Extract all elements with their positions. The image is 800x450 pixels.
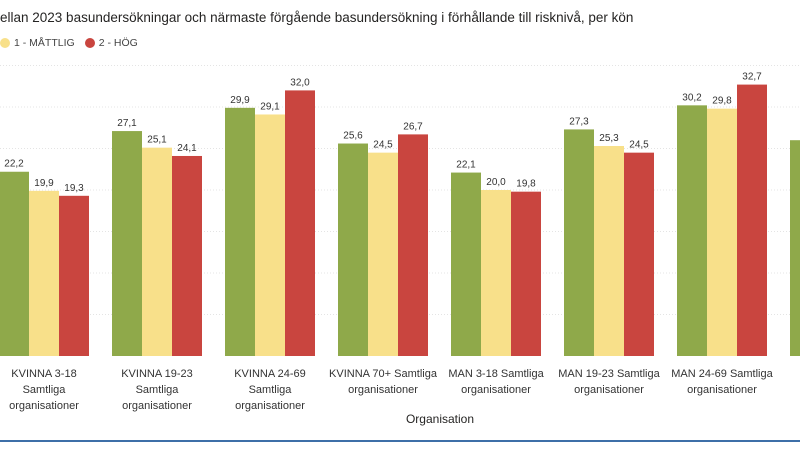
x-tick-label: organisationer: [461, 384, 531, 396]
data-label: 27,1: [117, 118, 137, 129]
chart-title: ellan 2023 basundersökningar och närmast…: [0, 10, 634, 25]
x-tick-label: organisationer: [9, 400, 79, 412]
legend-label-mattlig: 1 - MÅTTLIG: [14, 37, 75, 49]
data-label: 32,0: [290, 77, 310, 88]
data-label: 30,2: [682, 92, 702, 103]
data-label: 26,7: [403, 121, 423, 132]
x-tick-label: MAN 19-23 Samtliga: [558, 368, 660, 380]
legend-dot-hog: [84, 38, 95, 48]
data-label: 19,8: [516, 179, 536, 190]
data-label: 22,1: [456, 160, 476, 171]
x-tick-label: organisationer: [122, 400, 192, 412]
data-label: 25,6: [343, 131, 363, 142]
x-tick-label: KVINNA 19-23: [121, 368, 193, 380]
data-label: 29,1: [260, 101, 280, 112]
x-tick-label: organisationer: [574, 384, 644, 396]
legend-label-hog: 2 - HÖG: [98, 37, 138, 49]
x-tick-label: Samtliga: [136, 384, 180, 396]
x-tick-label: organisationer: [348, 384, 418, 396]
chart-legend: 1 - MÅTTLIG 2 - HÖG: [0, 37, 148, 49]
bottom-rule: [0, 440, 800, 442]
bar: [594, 146, 624, 356]
bar: [677, 105, 707, 356]
x-tick-label: organisationer: [235, 400, 305, 412]
bar: [368, 152, 398, 356]
x-tick-label: KVINNA 24-69: [234, 368, 306, 380]
bar: [172, 155, 202, 356]
legend-item-mattlig[interactable]: 1 - MÅTTLIG: [0, 37, 75, 49]
x-tick-label: KVINNA 70+ Samtliga: [329, 368, 438, 380]
bar: [511, 191, 541, 356]
bar: [338, 143, 368, 356]
legend-dot-mattlig: [0, 38, 10, 48]
bar: [737, 84, 767, 356]
bar: [564, 129, 594, 356]
x-tick-label: Samtliga: [249, 384, 293, 396]
data-label: 20,0: [486, 177, 506, 188]
bar: [624, 152, 654, 356]
x-tick-label: MAN 24-69 Samtliga: [671, 368, 773, 380]
x-tick-label: MAN 3-18 Samtliga: [448, 368, 544, 380]
data-label: 25,1: [147, 135, 167, 146]
bar: [285, 90, 315, 357]
legend-item-hog[interactable]: 2 - HÖG: [84, 37, 138, 49]
data-label: 22,2: [4, 159, 24, 170]
x-axis-title: Organisation: [406, 412, 474, 426]
bar: [142, 147, 172, 356]
x-tick-label: Samtliga: [23, 384, 67, 396]
bar: [225, 107, 255, 356]
data-label: 24,5: [373, 140, 393, 151]
data-label: 32,7: [742, 72, 762, 83]
data-label: 19,3: [64, 183, 84, 194]
data-label: 27,3: [569, 116, 589, 127]
bar: [29, 190, 59, 356]
bar: [451, 172, 481, 356]
x-tick-label: organisationer: [687, 384, 757, 396]
x-tick-label: KVINNA 3-18: [11, 368, 76, 380]
bar: [0, 171, 29, 356]
data-label: 29,9: [230, 95, 250, 106]
bar: [255, 114, 285, 356]
data-label: 24,1: [177, 143, 197, 154]
bar: [481, 190, 511, 356]
data-label: 29,8: [712, 96, 732, 107]
data-label: 24,5: [629, 140, 649, 151]
data-label: 19,9: [34, 178, 54, 189]
bar: [398, 134, 428, 356]
bar: [59, 195, 89, 356]
bar: [790, 140, 800, 356]
bar: [112, 131, 142, 356]
bar: [707, 108, 737, 356]
data-label: 25,3: [599, 133, 619, 144]
